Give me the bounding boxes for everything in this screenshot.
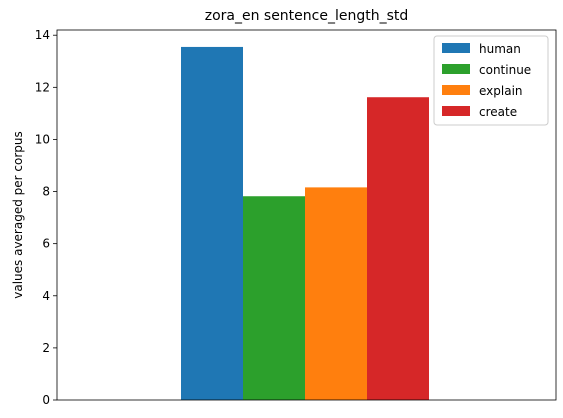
y-axis-label: values averaged per corpus (11, 131, 25, 299)
y-tick-label: 4 (42, 289, 50, 303)
legend-label-explain: explain (479, 84, 523, 98)
y-tick-label: 10 (35, 132, 50, 146)
legend: human continue explain create (433, 35, 549, 126)
bar-continue (243, 196, 305, 400)
legend-swatch-explain (442, 85, 470, 95)
bar-explain (305, 187, 367, 400)
bar-human (181, 46, 243, 401)
y-tick-label: 6 (42, 237, 50, 251)
y-tick-label: 8 (42, 185, 50, 199)
bars-group (181, 46, 429, 401)
y-tick-label: 14 (35, 28, 50, 42)
y-tick-label: 12 (35, 80, 50, 94)
legend-label-create: create (479, 105, 517, 119)
chart-title: zora_en sentence_length_std (205, 8, 409, 24)
legend-swatch-continue (442, 64, 470, 74)
y-tick-label: 2 (42, 341, 50, 355)
legend-swatch-create (442, 106, 470, 116)
legend-box (433, 35, 549, 126)
legend-label-continue: continue (479, 63, 531, 77)
legend-swatch-human (442, 43, 470, 53)
axes-frame (56, 29, 557, 401)
y-tick-label: 0 (42, 393, 50, 407)
y-axis: 0 2 4 6 8 10 12 14 (35, 28, 57, 407)
legend-label-human: human (479, 42, 521, 56)
bar-create (367, 97, 429, 401)
